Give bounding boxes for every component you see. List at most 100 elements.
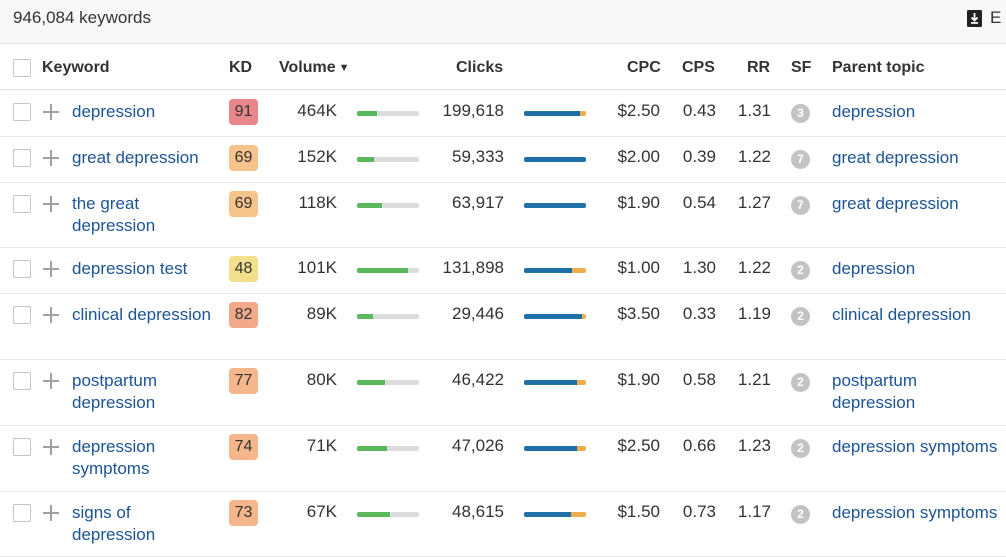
cps-value: 0.58 (682, 370, 716, 389)
keyword-link[interactable]: depression test (72, 259, 188, 278)
serp-features-badge[interactable]: 7 (791, 150, 810, 169)
clicks-bar (524, 203, 586, 208)
clicks-organic-segment (524, 446, 577, 451)
cpc-value: $2.00 (617, 147, 660, 166)
cps-value: 0.39 (682, 147, 716, 166)
row-checkbox[interactable] (13, 195, 31, 213)
add-to-list-icon[interactable] (43, 261, 59, 277)
serp-features-badge[interactable]: 7 (791, 196, 810, 215)
volume-value: 118K (298, 193, 337, 212)
cpc-value: $1.90 (617, 370, 660, 389)
clicks-paid-segment (571, 512, 586, 517)
kd-badge: 77 (229, 368, 258, 394)
parent-topic-link[interactable]: great depression (832, 148, 959, 167)
rr-value: 1.19 (737, 304, 771, 323)
row-checkbox[interactable] (13, 149, 31, 167)
column-rr[interactable]: RR (747, 59, 771, 76)
clicks-bar (524, 314, 586, 319)
add-to-list-icon[interactable] (43, 505, 59, 521)
cps-value: 0.43 (682, 101, 716, 120)
cpc-value: $2.50 (617, 101, 660, 120)
volume-bar (357, 380, 419, 385)
table-row: great depression 69 152K 59,333 $2.00 0.… (0, 137, 1006, 183)
column-clicks[interactable]: Clicks (456, 59, 504, 76)
volume-bar-fill (357, 268, 408, 273)
cpc-value: $2.50 (617, 436, 660, 455)
serp-features-badge[interactable]: 2 (791, 307, 810, 326)
clicks-organic-segment (524, 203, 586, 208)
parent-topic-link[interactable]: great depression (832, 194, 959, 213)
serp-features-badge[interactable]: 2 (791, 261, 810, 280)
rr-value: 1.17 (737, 502, 771, 521)
parent-topic-link[interactable]: depression (832, 259, 916, 278)
volume-value: 89K (306, 304, 337, 323)
row-checkbox[interactable] (13, 438, 31, 456)
select-all-checkbox[interactable] (13, 59, 31, 77)
export-label: E (990, 8, 1002, 27)
table-row: clinical depression 82 89K 29,446 $3.50 … (0, 294, 1006, 360)
kd-badge: 69 (229, 145, 258, 171)
clicks-value: 48,615 (452, 502, 504, 521)
volume-bar-fill (357, 111, 377, 116)
column-keyword[interactable]: Keyword (42, 59, 110, 76)
serp-features-badge[interactable]: 3 (791, 104, 810, 123)
serp-features-badge[interactable]: 2 (791, 439, 810, 458)
volume-bar (357, 446, 419, 451)
column-sf[interactable]: SF (791, 59, 812, 76)
clicks-bar (524, 157, 586, 162)
cps-value: 0.66 (682, 436, 716, 455)
parent-topic-link[interactable]: clinical depression (832, 305, 971, 324)
volume-bar (357, 268, 419, 273)
column-kd[interactable]: KD (229, 59, 253, 76)
clicks-value: 46,422 (452, 370, 504, 389)
column-cps[interactable]: CPS (682, 59, 715, 76)
column-volume[interactable]: Volume ▼ (279, 59, 350, 77)
add-to-list-icon[interactable] (43, 104, 59, 120)
clicks-paid-segment (582, 314, 586, 319)
keyword-link[interactable]: clinical depression (72, 305, 211, 324)
add-to-list-icon[interactable] (43, 150, 59, 166)
row-checkbox[interactable] (13, 260, 31, 278)
parent-topic-link[interactable]: depression symptoms (832, 437, 998, 456)
clicks-value: 131,898 (442, 258, 504, 277)
cps-value: 0.73 (682, 502, 716, 521)
volume-bar-fill (357, 512, 390, 517)
keyword-link[interactable]: great depression (72, 148, 199, 167)
add-to-list-icon[interactable] (43, 196, 59, 212)
add-to-list-icon[interactable] (43, 373, 59, 389)
keyword-link[interactable]: the great depression (72, 194, 156, 235)
clicks-organic-segment (524, 268, 572, 273)
row-checkbox[interactable] (13, 504, 31, 522)
volume-value: 101K (297, 258, 337, 277)
keyword-link[interactable]: signs of depression (72, 503, 156, 544)
export-button[interactable]: E (967, 8, 1001, 28)
parent-topic-link[interactable]: postpartum depression (832, 371, 918, 412)
cps-value: 1.30 (682, 258, 716, 277)
row-checkbox[interactable] (13, 306, 31, 324)
keyword-link[interactable]: depression symptoms (72, 437, 156, 478)
cpc-value: $1.90 (617, 193, 660, 212)
volume-bar (357, 157, 419, 162)
column-parent-topic[interactable]: Parent topic (832, 59, 925, 76)
volume-bar-fill (357, 314, 373, 319)
row-checkbox[interactable] (13, 103, 31, 121)
table-header: Keyword KD Volume ▼ Clicks CPC CPS RR SF … (0, 45, 1006, 90)
table-row: depression 91 464K 199,618 $2.50 0.43 1.… (0, 91, 1006, 137)
parent-topic-link[interactable]: depression symptoms (832, 503, 998, 522)
parent-topic-link[interactable]: depression (832, 102, 916, 121)
serp-features-badge[interactable]: 2 (791, 505, 810, 524)
kd-badge: 74 (229, 434, 258, 460)
clicks-paid-segment (572, 268, 586, 273)
keyword-link[interactable]: postpartum depression (72, 371, 158, 412)
rr-value: 1.23 (737, 436, 771, 455)
serp-features-badge[interactable]: 2 (791, 373, 810, 392)
clicks-value: 59,333 (452, 147, 504, 166)
add-to-list-icon[interactable] (43, 307, 59, 323)
column-cpc[interactable]: CPC (627, 59, 661, 76)
cps-value: 0.33 (682, 304, 716, 323)
row-checkbox[interactable] (13, 372, 31, 390)
add-to-list-icon[interactable] (43, 439, 59, 455)
kd-badge: 73 (229, 500, 258, 526)
rr-value: 1.31 (737, 101, 771, 120)
keyword-link[interactable]: depression (72, 102, 156, 121)
